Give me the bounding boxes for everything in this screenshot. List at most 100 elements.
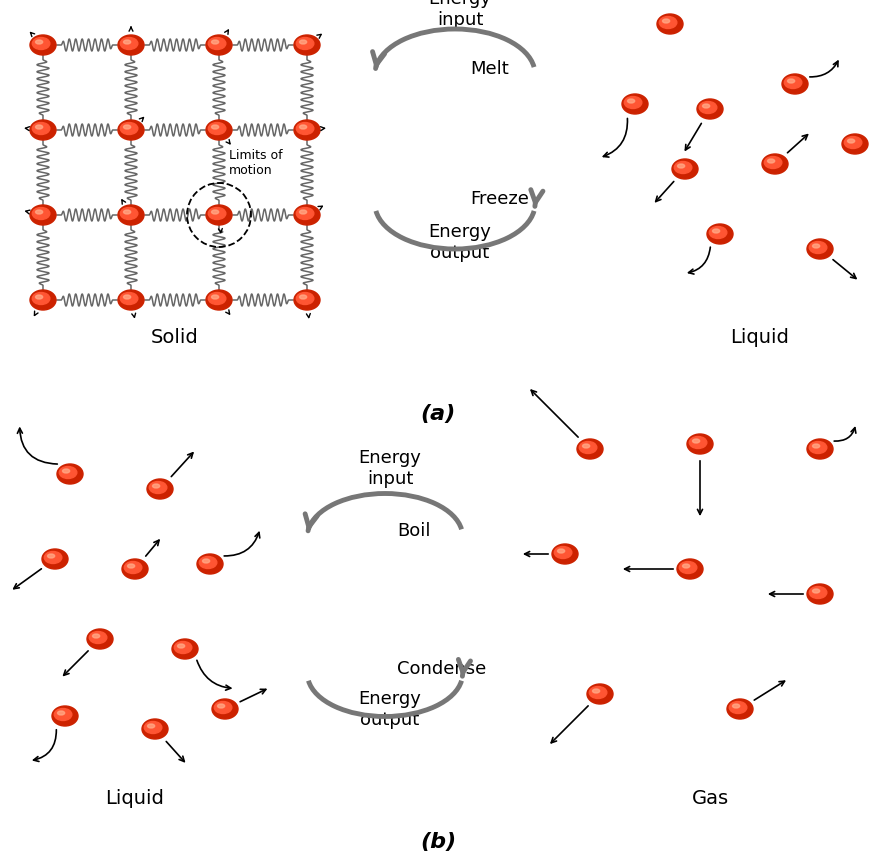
Ellipse shape — [142, 719, 168, 739]
Ellipse shape — [589, 687, 607, 698]
Ellipse shape — [577, 439, 603, 459]
Text: (a): (a) — [420, 404, 456, 424]
Ellipse shape — [87, 629, 113, 649]
Ellipse shape — [294, 120, 320, 140]
Ellipse shape — [57, 464, 83, 484]
Ellipse shape — [212, 125, 219, 129]
Ellipse shape — [47, 554, 54, 558]
Ellipse shape — [120, 293, 138, 304]
Ellipse shape — [147, 479, 173, 499]
Ellipse shape — [592, 689, 599, 693]
Ellipse shape — [587, 684, 613, 704]
Text: (b): (b) — [420, 832, 456, 852]
Ellipse shape — [152, 484, 159, 488]
Text: Energy
input: Energy input — [359, 449, 422, 488]
Text: Energy
input: Energy input — [429, 0, 492, 29]
Ellipse shape — [679, 562, 696, 574]
Ellipse shape — [622, 94, 648, 114]
Ellipse shape — [36, 210, 43, 214]
Ellipse shape — [30, 120, 56, 140]
Ellipse shape — [788, 79, 794, 83]
Ellipse shape — [32, 37, 50, 49]
Ellipse shape — [557, 549, 564, 553]
Ellipse shape — [552, 544, 578, 564]
Ellipse shape — [206, 35, 232, 55]
Ellipse shape — [762, 154, 788, 174]
Ellipse shape — [36, 125, 43, 129]
Text: Boil: Boil — [397, 522, 430, 540]
Ellipse shape — [813, 444, 820, 448]
Ellipse shape — [764, 156, 782, 168]
Ellipse shape — [687, 434, 713, 454]
Ellipse shape — [52, 706, 78, 726]
Ellipse shape — [297, 37, 314, 49]
Ellipse shape — [842, 134, 868, 154]
Ellipse shape — [807, 239, 833, 259]
Ellipse shape — [809, 587, 827, 599]
Ellipse shape — [677, 164, 684, 168]
Ellipse shape — [692, 439, 700, 443]
Ellipse shape — [118, 35, 144, 55]
Ellipse shape — [36, 40, 43, 44]
Ellipse shape — [294, 35, 320, 55]
Ellipse shape — [30, 35, 56, 55]
Ellipse shape — [767, 159, 774, 163]
Ellipse shape — [58, 711, 65, 715]
Ellipse shape — [297, 207, 314, 219]
Ellipse shape — [212, 210, 219, 214]
Ellipse shape — [784, 77, 802, 88]
Ellipse shape — [144, 721, 162, 734]
Ellipse shape — [54, 708, 72, 721]
Ellipse shape — [208, 293, 226, 304]
Ellipse shape — [42, 549, 68, 569]
Ellipse shape — [554, 547, 572, 558]
Ellipse shape — [60, 467, 77, 479]
Ellipse shape — [813, 589, 820, 593]
Text: Freeze: Freeze — [470, 190, 528, 208]
Ellipse shape — [45, 551, 62, 563]
Ellipse shape — [299, 295, 306, 299]
Ellipse shape — [123, 40, 130, 44]
Ellipse shape — [148, 724, 155, 728]
Ellipse shape — [294, 290, 320, 310]
Ellipse shape — [150, 481, 167, 493]
Ellipse shape — [583, 444, 590, 448]
Ellipse shape — [712, 229, 719, 233]
Ellipse shape — [122, 559, 148, 579]
Ellipse shape — [809, 242, 827, 253]
Ellipse shape — [299, 210, 306, 214]
Ellipse shape — [212, 40, 219, 44]
Ellipse shape — [208, 207, 226, 219]
Ellipse shape — [208, 123, 226, 135]
Ellipse shape — [178, 644, 185, 648]
Ellipse shape — [206, 290, 232, 310]
Ellipse shape — [813, 244, 820, 248]
Ellipse shape — [123, 125, 130, 129]
Ellipse shape — [120, 207, 138, 219]
Ellipse shape — [36, 295, 43, 299]
Text: Limits of
motion: Limits of motion — [229, 149, 283, 177]
Ellipse shape — [297, 123, 314, 135]
Ellipse shape — [206, 120, 232, 140]
Ellipse shape — [93, 634, 100, 638]
Ellipse shape — [782, 74, 808, 94]
Ellipse shape — [89, 632, 107, 644]
Ellipse shape — [675, 162, 692, 174]
Text: Condense: Condense — [397, 660, 486, 678]
Ellipse shape — [297, 293, 314, 304]
Ellipse shape — [729, 702, 747, 714]
Ellipse shape — [32, 207, 50, 219]
Ellipse shape — [172, 639, 198, 659]
Ellipse shape — [809, 442, 827, 454]
Ellipse shape — [30, 290, 56, 310]
Ellipse shape — [120, 123, 138, 135]
Ellipse shape — [299, 40, 306, 44]
Text: Energy
output: Energy output — [429, 223, 492, 262]
Ellipse shape — [118, 205, 144, 225]
Ellipse shape — [202, 559, 210, 563]
Ellipse shape — [206, 205, 232, 225]
Ellipse shape — [62, 469, 70, 473]
Ellipse shape — [697, 99, 723, 119]
Ellipse shape — [690, 436, 707, 448]
Ellipse shape — [657, 14, 683, 34]
